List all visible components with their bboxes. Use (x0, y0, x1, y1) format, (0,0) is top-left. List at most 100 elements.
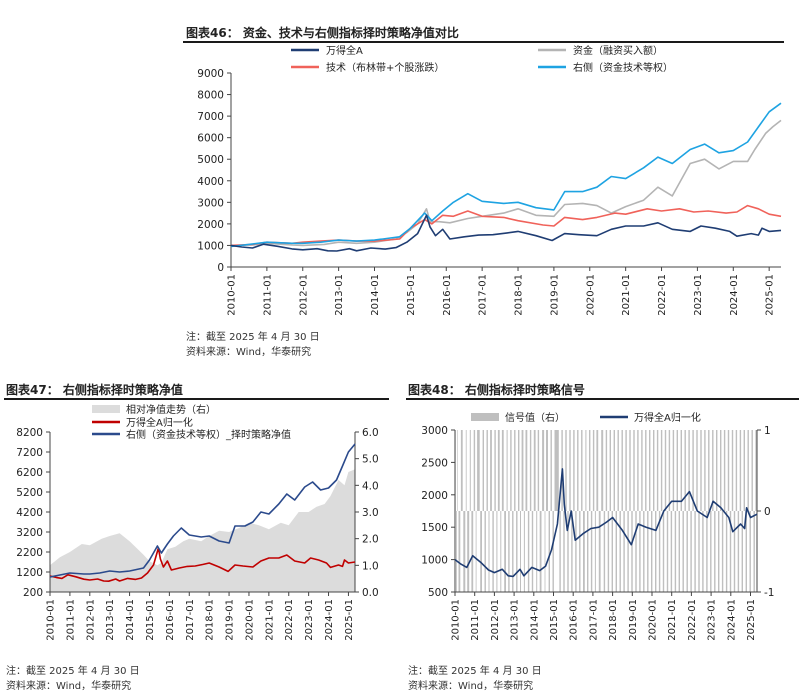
fig47-note: 注：截至 2025 年 4 月 30 日 (6, 666, 140, 677)
fig46-series-3-line (230, 102, 782, 248)
fig48-signal-bar-19 (492, 511, 494, 592)
fig47-ytick-label-6: 6200 (16, 467, 43, 479)
fig46-xtick-label-6: 2016-01 (442, 274, 453, 316)
fig48-signal-bar-39 (531, 511, 534, 592)
fig47-y2tick-label-6: 6.0 (362, 427, 379, 439)
fig48-signal-bar-88 (633, 430, 635, 511)
fig48-signal-bar-53 (563, 511, 565, 592)
fig48-signal-bar-124 (704, 430, 706, 511)
fig46-series-2-line (230, 204, 782, 247)
fig47-series-0-area (50, 469, 355, 592)
fig48-ytick-label-5: 3000 (421, 425, 448, 437)
fig48-signal-bar-118 (692, 430, 694, 511)
fig48-signal-bar-12 (477, 430, 480, 511)
fig48-signal-bar-111 (678, 511, 680, 592)
fig48-signal-bar-137 (729, 511, 732, 592)
fig47-y2tick-label-2: 2.0 (362, 534, 379, 546)
fig48-signal-bar-51 (559, 511, 561, 592)
fig46-ytick-label-4: 4000 (197, 176, 224, 188)
fig46-xtick-label-10: 2020-01 (585, 274, 596, 316)
fig48-signal-bar-95 (647, 511, 649, 592)
fig48-signal-bar-75 (607, 511, 610, 592)
fig48-signal-bar-40 (533, 430, 536, 511)
fig48-signal-bar-109 (674, 511, 677, 592)
fig46-xtick-label-2: 2012-01 (298, 274, 309, 316)
fig47-legend-swatch-0 (92, 405, 120, 413)
fig48-signal-bar-37 (527, 511, 530, 592)
fig46-ytick-label-1: 1000 (197, 240, 224, 252)
fig48-legend-swatch-signal (471, 413, 499, 421)
fig48-y2tick-label-0: -1 (764, 587, 774, 599)
fig48-signal-bar-55 (567, 511, 569, 592)
fig47-xtick-label-1: 2011-01 (65, 599, 76, 641)
fig48-signal-bar-73 (603, 511, 606, 592)
fig48-signal-bar-79 (615, 511, 617, 592)
fig46-ytick-label-7: 7000 (197, 111, 224, 123)
fig46-xtick-label-1: 2011-01 (262, 274, 273, 316)
fig47-xtick-label-0: 2010-01 (46, 599, 57, 641)
fig48-signal-bar-7 (467, 511, 470, 592)
fig48-signal-bar-47 (548, 511, 550, 592)
fig48-signal-bar-26 (506, 430, 508, 511)
fig48-signal-bar-99 (655, 511, 657, 592)
fig48-signal-bar-125 (706, 511, 708, 592)
fig46-chart: 0 1000 2000 3000 4000 5000 6000 7000 8000 9000 201… (197, 44, 782, 316)
fig48-signal-bar-29 (512, 511, 514, 592)
fig48-signal-bar-103 (662, 511, 665, 592)
fig48-signal-bar-132 (720, 430, 722, 511)
fig48-signal-bar-140 (735, 430, 738, 511)
fig48-signal-bar-64 (585, 430, 587, 511)
fig48-signal-bar-24 (501, 430, 504, 511)
fig48-signal-bar-1 (456, 511, 457, 592)
fig48-signal-bar-102 (660, 430, 663, 511)
fig48-signal-bar-67 (590, 511, 593, 592)
fig48-signal-bar-119 (694, 511, 696, 592)
fig47-legend-label-1: 万得全A归一化 (126, 416, 193, 429)
fig48-signal-bar-110 (676, 430, 678, 511)
fig48-signal-bar-43 (539, 511, 542, 592)
fig48-signal-bar-57 (571, 511, 573, 592)
fig48-signal-bar-120 (696, 430, 698, 511)
fig48-signal-bar-108 (672, 430, 675, 511)
fig47-xtick-label-11: 2021-01 (264, 599, 275, 641)
fig46-ytick-label-3: 3000 (197, 197, 224, 209)
fig48-signal-bar-31 (516, 511, 518, 592)
fig46-xtick-label-7: 2017-01 (478, 274, 489, 316)
fig48-ytick-label-1: 1000 (421, 555, 448, 567)
fig48-ytick-label-4: 2500 (421, 457, 448, 469)
fig48-xtick-label-2: 2012-01 (490, 599, 501, 641)
fig48-signal-bar-10 (473, 430, 476, 511)
fig48-signal-bar-14 (482, 430, 484, 511)
fig48-legend-label-signal: 信号值（右） (505, 411, 565, 424)
fig48-xtick-label-10: 2020-01 (647, 599, 658, 641)
fig47-legend-label-0: 相对净值走势（右） (126, 403, 216, 416)
fig48-signal-bar-16 (486, 430, 488, 511)
fig47-xtick-label-9: 2019-01 (225, 599, 236, 641)
fig47-xtick-label-12: 2022-01 (284, 599, 295, 641)
fig46-legend-label-3: 右侧（资金技术等权） (573, 61, 673, 74)
fig46-ytick-label-9: 9000 (197, 68, 224, 80)
fig48-ytick-label-3: 2000 (421, 490, 448, 502)
fig46-ytick-label-6: 6000 (197, 133, 224, 145)
fig48-xtick-label-7: 2017-01 (588, 599, 599, 641)
fig48-signal-bar-101 (658, 511, 661, 592)
fig47-series-1-line (49, 547, 356, 582)
fig46-ytick-label-8: 8000 (197, 90, 224, 102)
fig47-ytick-label-2: 2200 (16, 547, 43, 559)
fig46-series-1-line (230, 119, 782, 247)
fig48-signal-bar-72 (601, 430, 604, 511)
fig48-signal-bar-54 (565, 430, 567, 511)
fig48-signal-bar-93 (643, 511, 645, 592)
fig48-xtick-label-4: 2014-01 (529, 599, 540, 641)
fig48-signal-bar-139 (733, 511, 736, 592)
fig48-signal-bar-35 (523, 511, 525, 592)
fig48-signal-bar-17 (488, 511, 490, 592)
fig48-signal-bar-83 (623, 511, 625, 592)
fig48-signal-bar-86 (629, 430, 631, 511)
fig48-note: 注：截至 2025 年 4 月 30 日 (408, 666, 542, 677)
fig48-signal-bar-33 (520, 511, 521, 592)
fig48-signal-bar-98 (653, 430, 655, 511)
fig48-signal-bar-30 (514, 430, 516, 511)
fig48-signal-bar-116 (688, 430, 690, 511)
fig48-signal-bar-13 (480, 511, 482, 592)
